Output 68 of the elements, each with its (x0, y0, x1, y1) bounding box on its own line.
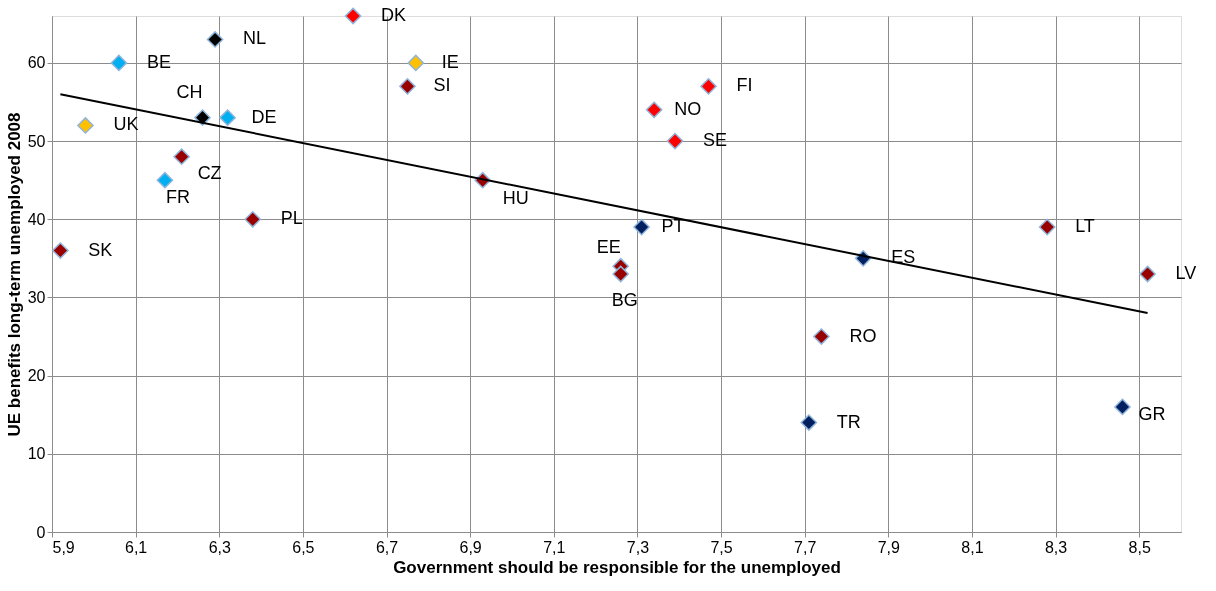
y-tick-label: 0 (36, 523, 46, 541)
annotation: HU (502, 188, 529, 209)
point (244, 210, 262, 228)
point (344, 7, 362, 25)
x-tick-label: 7,7 (794, 538, 817, 556)
x-tick-label: 6,3 (208, 538, 231, 556)
x-tick-label: 6,1 (125, 538, 148, 556)
point (1139, 265, 1156, 283)
y-tick-label: 50 (27, 132, 46, 150)
annotation: BG (611, 290, 638, 310)
point (206, 31, 224, 48)
x-tick-label: 7,9 (877, 538, 901, 556)
point (156, 171, 174, 189)
y-tick-label: 60 (27, 54, 46, 72)
x-axis-title: Government should be responsible for the unemployed (393, 557, 841, 577)
y-tick-label: 20 (27, 367, 46, 385)
annotation: UK (113, 114, 139, 135)
annotation: GR (1138, 403, 1166, 424)
x-tick-label: 8,5 (1128, 538, 1151, 556)
point (52, 242, 69, 259)
annotation: RO (849, 325, 877, 346)
point (173, 148, 190, 166)
annotation: EE (596, 237, 621, 258)
point (645, 101, 663, 119)
annotation: SK (88, 239, 113, 260)
annotation: SE (703, 130, 728, 151)
annotation: BE (146, 51, 171, 72)
annotation: NO (674, 98, 702, 119)
x-tick-label: 8,1 (961, 538, 984, 556)
x-tick-label: 6,7 (375, 538, 399, 556)
point (77, 117, 94, 134)
point (407, 54, 425, 72)
point (612, 265, 630, 283)
x-tick-label: 7,3 (626, 538, 650, 556)
annotation: FI (736, 75, 753, 96)
point (1038, 218, 1056, 236)
x-tick-label: 5,9 (52, 538, 75, 556)
y-tick-label: 30 (27, 288, 46, 306)
y-tick-label: 10 (27, 445, 46, 463)
annotation: DE (251, 106, 277, 127)
annotation: IE (441, 51, 459, 72)
point (399, 78, 416, 95)
annotation: PT (661, 216, 685, 237)
y-tick-label: 40 (27, 210, 46, 228)
point (813, 328, 830, 345)
annotation: DK (381, 5, 407, 25)
annotation: LV (1175, 263, 1197, 283)
annotation: PL (280, 208, 303, 229)
x-tick-label: 8,3 (1044, 538, 1068, 556)
x-tick-label: 6,9 (459, 538, 482, 556)
annotation: CZ (197, 162, 222, 183)
annotation: LT (1075, 216, 1095, 237)
x-tick-label: 7,5 (710, 538, 733, 556)
point (1114, 398, 1131, 416)
point (110, 54, 128, 72)
annotation: TR (836, 411, 861, 432)
annotation: FR (165, 187, 190, 208)
x-tick-label: 7,1 (543, 538, 566, 556)
point (219, 109, 236, 126)
annotation: CH (176, 81, 203, 102)
point (666, 132, 684, 150)
annotation: SI (433, 75, 451, 96)
point (700, 78, 717, 95)
point (800, 414, 818, 431)
y-axis-title: UE benefits long-term unemployed 2008 (4, 112, 24, 437)
point (633, 218, 650, 236)
annotation: NL (243, 28, 267, 49)
x-tick-label: 6,5 (292, 538, 315, 556)
